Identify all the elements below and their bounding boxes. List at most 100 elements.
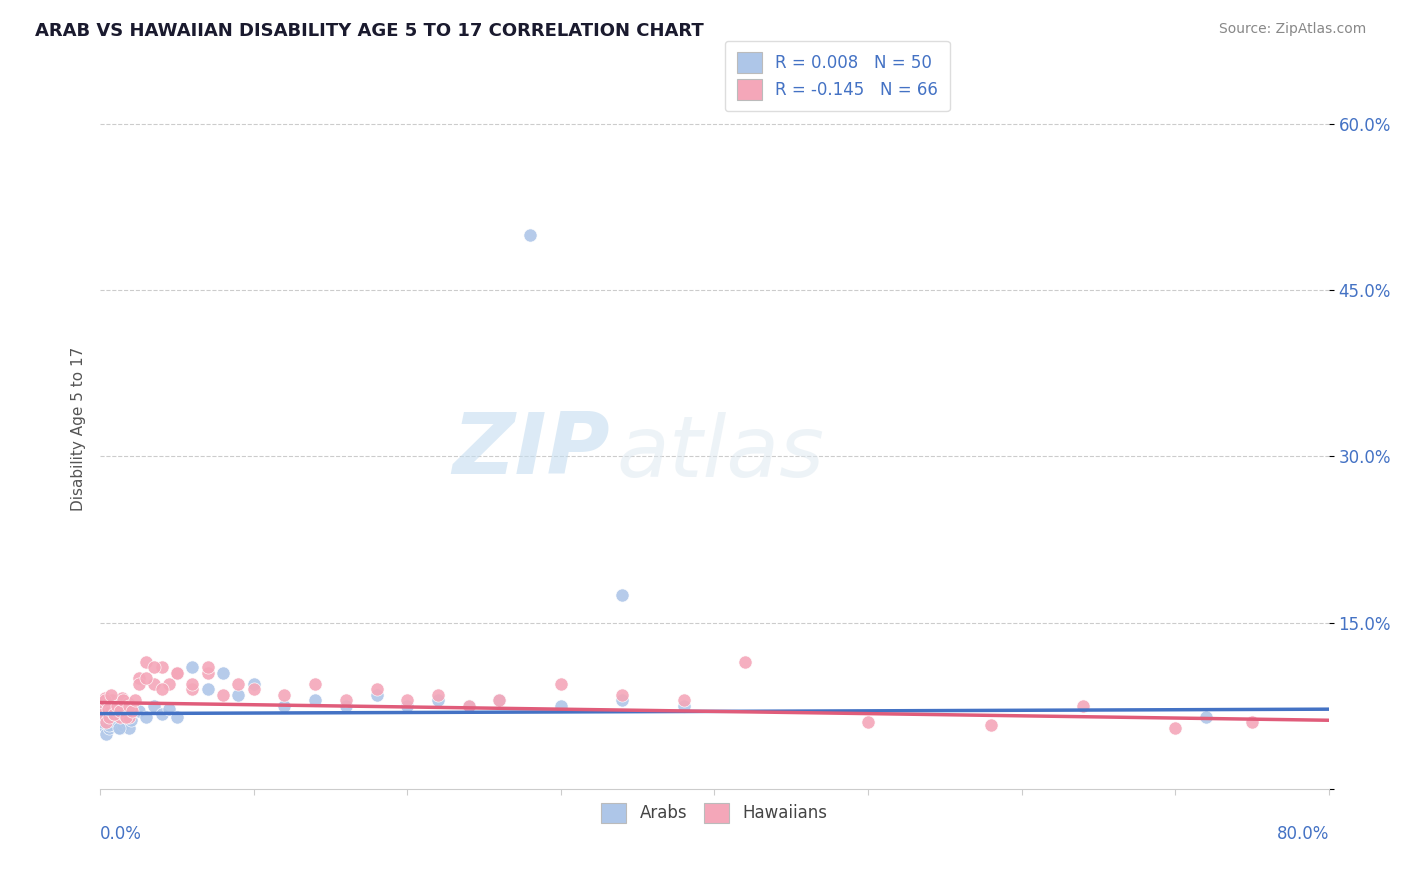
Point	[457, 698, 479, 713]
Point	[980, 717, 1002, 731]
Point	[101, 713, 124, 727]
Point	[273, 688, 295, 702]
Point	[1195, 710, 1218, 724]
Point	[612, 688, 634, 702]
Point	[118, 710, 141, 724]
Point	[181, 676, 204, 690]
Point	[457, 698, 479, 713]
Point	[105, 698, 128, 713]
Point	[181, 660, 204, 674]
Point	[197, 665, 219, 680]
Point	[111, 705, 134, 719]
Point	[100, 688, 122, 702]
Point	[550, 698, 572, 713]
Point	[97, 706, 120, 721]
Point	[396, 693, 419, 707]
Point	[157, 702, 180, 716]
Point	[488, 693, 510, 707]
Point	[150, 660, 173, 674]
Point	[519, 227, 541, 242]
Point	[115, 710, 138, 724]
Point	[100, 702, 122, 716]
Point	[157, 676, 180, 690]
Point	[90, 710, 112, 724]
Point	[612, 588, 634, 602]
Point	[124, 693, 146, 707]
Point	[96, 710, 118, 724]
Point	[672, 693, 695, 707]
Point	[114, 698, 136, 713]
Text: 80.0%: 80.0%	[1277, 825, 1329, 843]
Point	[97, 696, 120, 710]
Point	[166, 665, 188, 680]
Point	[104, 698, 127, 713]
Point	[93, 693, 115, 707]
Point	[100, 713, 122, 727]
Point	[105, 715, 128, 730]
Point	[120, 702, 142, 716]
Text: 0.0%: 0.0%	[100, 825, 142, 843]
Point	[115, 705, 138, 719]
Point	[128, 676, 150, 690]
Point	[135, 655, 157, 669]
Point	[335, 698, 357, 713]
Point	[112, 693, 135, 707]
Point	[166, 710, 188, 724]
Point	[142, 676, 165, 690]
Point	[396, 698, 419, 713]
Point	[117, 696, 139, 710]
Point	[93, 702, 115, 716]
Point	[128, 671, 150, 685]
Point	[135, 710, 157, 724]
Point	[734, 655, 756, 669]
Point	[101, 705, 124, 719]
Point	[150, 706, 173, 721]
Point	[550, 676, 572, 690]
Point	[1240, 715, 1263, 730]
Point	[107, 706, 129, 721]
Point	[105, 705, 128, 719]
Point	[103, 717, 125, 731]
Point	[108, 721, 131, 735]
Point	[1164, 721, 1187, 735]
Point	[93, 691, 115, 706]
Point	[120, 713, 142, 727]
Point	[112, 717, 135, 731]
Point	[96, 726, 118, 740]
Point	[142, 698, 165, 713]
Text: atlas: atlas	[616, 412, 824, 495]
Point	[101, 693, 124, 707]
Point	[112, 706, 135, 721]
Point	[612, 693, 634, 707]
Point	[150, 682, 173, 697]
Point	[118, 698, 141, 713]
Text: Source: ZipAtlas.com: Source: ZipAtlas.com	[1219, 22, 1367, 37]
Point	[108, 710, 131, 724]
Point	[304, 693, 326, 707]
Point	[212, 688, 235, 702]
Point	[115, 715, 138, 730]
Point	[104, 706, 127, 721]
Point	[98, 710, 121, 724]
Point	[181, 682, 204, 697]
Point	[107, 721, 129, 735]
Point	[197, 682, 219, 697]
Point	[91, 715, 114, 730]
Point	[121, 705, 143, 719]
Point	[111, 702, 134, 716]
Y-axis label: Disability Age 5 to 17: Disability Age 5 to 17	[72, 347, 86, 511]
Point	[107, 696, 129, 710]
Point	[242, 682, 264, 697]
Text: ZIP: ZIP	[453, 409, 610, 491]
Legend: Arabs, Hawaiians: Arabs, Hawaiians	[589, 791, 839, 835]
Point	[98, 721, 121, 735]
Point	[90, 698, 112, 713]
Point	[118, 721, 141, 735]
Point	[672, 698, 695, 713]
Point	[114, 710, 136, 724]
Point	[304, 676, 326, 690]
Point	[108, 705, 131, 719]
Point	[856, 715, 879, 730]
Point	[98, 717, 121, 731]
Point	[91, 706, 114, 721]
